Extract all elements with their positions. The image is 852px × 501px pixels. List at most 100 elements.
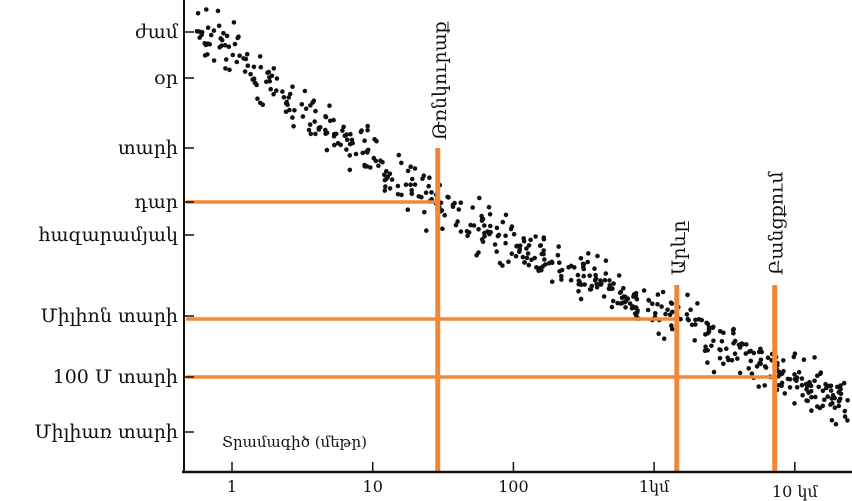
scatter-point bbox=[488, 223, 493, 229]
scatter-point bbox=[383, 184, 388, 189]
scatter-point bbox=[453, 222, 459, 228]
scatter-point bbox=[559, 273, 564, 279]
scatter-point bbox=[241, 56, 246, 61]
scatter-point bbox=[669, 323, 674, 328]
scatter-point bbox=[689, 322, 695, 328]
scatter-point bbox=[809, 408, 814, 413]
scatter-point bbox=[787, 385, 793, 390]
scatter-point bbox=[371, 155, 377, 161]
scatter-point bbox=[251, 64, 257, 70]
scatter-point bbox=[199, 29, 205, 35]
scatter-point bbox=[477, 195, 482, 201]
scatter-point bbox=[506, 259, 511, 265]
scatter-point bbox=[748, 358, 754, 364]
scatter-point bbox=[521, 238, 527, 244]
scatter-point bbox=[776, 374, 781, 379]
scatter-point bbox=[317, 125, 323, 130]
scatter-point bbox=[607, 278, 612, 283]
scatter-point bbox=[721, 361, 726, 367]
scatter-point bbox=[610, 298, 616, 304]
scatter-point bbox=[655, 301, 660, 307]
scatter-point bbox=[576, 288, 581, 294]
scatter-point bbox=[645, 307, 651, 313]
scatter-point bbox=[384, 169, 389, 174]
scatter-point bbox=[286, 95, 292, 100]
marker-label: Արևը bbox=[668, 220, 690, 275]
scatter-point bbox=[587, 287, 593, 292]
scatter-point bbox=[669, 301, 675, 306]
scatter-point bbox=[807, 380, 812, 385]
scatter-point bbox=[717, 355, 723, 361]
scatter-point bbox=[253, 81, 258, 86]
scatter-point bbox=[686, 317, 691, 323]
scatter-point bbox=[416, 194, 422, 199]
scatter-point bbox=[791, 354, 797, 360]
scatter-point bbox=[520, 254, 526, 260]
scatter-point bbox=[412, 166, 418, 171]
x-tick-label: 1 bbox=[227, 477, 237, 496]
scatter-point bbox=[823, 381, 828, 387]
scatter-point bbox=[503, 212, 509, 218]
scatter-point bbox=[559, 267, 565, 273]
scatter-point bbox=[749, 371, 755, 377]
scatter-point bbox=[412, 182, 418, 187]
scatter-point bbox=[617, 290, 623, 296]
scatter-point bbox=[729, 358, 735, 363]
scatter-point bbox=[223, 57, 229, 62]
scatter-point bbox=[650, 301, 655, 307]
scatter-point bbox=[633, 294, 638, 299]
scatter-point bbox=[468, 222, 473, 228]
scatter-point bbox=[302, 88, 308, 94]
scatter-point bbox=[235, 35, 240, 41]
scatter-point bbox=[841, 380, 847, 386]
scatter-point bbox=[765, 355, 771, 361]
y-tick-label: Միլիոն տարի bbox=[41, 305, 178, 327]
scatter-point bbox=[842, 408, 848, 414]
scatter-point bbox=[592, 266, 597, 272]
scatter-point bbox=[382, 188, 388, 193]
scatter-point bbox=[699, 317, 704, 323]
scatter-point bbox=[509, 251, 515, 256]
scatter-point bbox=[405, 168, 411, 174]
scatter-point bbox=[575, 272, 581, 278]
scatter-point bbox=[287, 91, 293, 97]
scatter-point bbox=[541, 248, 546, 253]
scatter-point bbox=[820, 388, 826, 394]
scatter-point bbox=[376, 163, 381, 168]
scatter-point bbox=[532, 255, 537, 261]
scatter-point bbox=[812, 378, 817, 384]
scatter-point bbox=[646, 297, 651, 303]
scatter-point bbox=[341, 124, 346, 130]
scatter-point bbox=[526, 243, 532, 248]
scatter-point bbox=[816, 384, 821, 390]
scatter-point bbox=[208, 32, 214, 38]
scatter-point bbox=[825, 394, 830, 399]
scatter-point bbox=[524, 246, 529, 251]
scatter-point bbox=[533, 234, 538, 239]
scatter-point bbox=[274, 88, 279, 93]
x-axis-label: Տրամագիծ (մեթր) bbox=[222, 433, 367, 451]
scatter-point bbox=[594, 281, 599, 287]
scatter-point bbox=[572, 265, 577, 270]
scatter-point bbox=[732, 351, 738, 357]
scatter-point bbox=[684, 312, 690, 317]
scatter-point bbox=[801, 357, 807, 363]
scatter-point bbox=[703, 332, 708, 337]
scatter-point bbox=[528, 237, 533, 243]
scatter-point bbox=[581, 273, 586, 279]
scatter-point bbox=[586, 251, 591, 256]
scatter-point bbox=[482, 223, 487, 228]
scatter-point bbox=[496, 232, 502, 238]
scatter-point bbox=[237, 53, 242, 58]
scatter-point bbox=[486, 204, 492, 210]
scatter-point bbox=[494, 249, 500, 254]
scatter-point bbox=[269, 73, 275, 79]
scatter-point bbox=[300, 114, 306, 119]
scatter-point bbox=[692, 338, 697, 343]
scatter-point bbox=[832, 405, 838, 411]
scatter-point bbox=[242, 69, 248, 74]
scatter-point bbox=[725, 355, 730, 361]
scatter-point bbox=[221, 30, 226, 36]
scatter-point bbox=[621, 285, 626, 291]
scatter-point bbox=[794, 378, 799, 384]
